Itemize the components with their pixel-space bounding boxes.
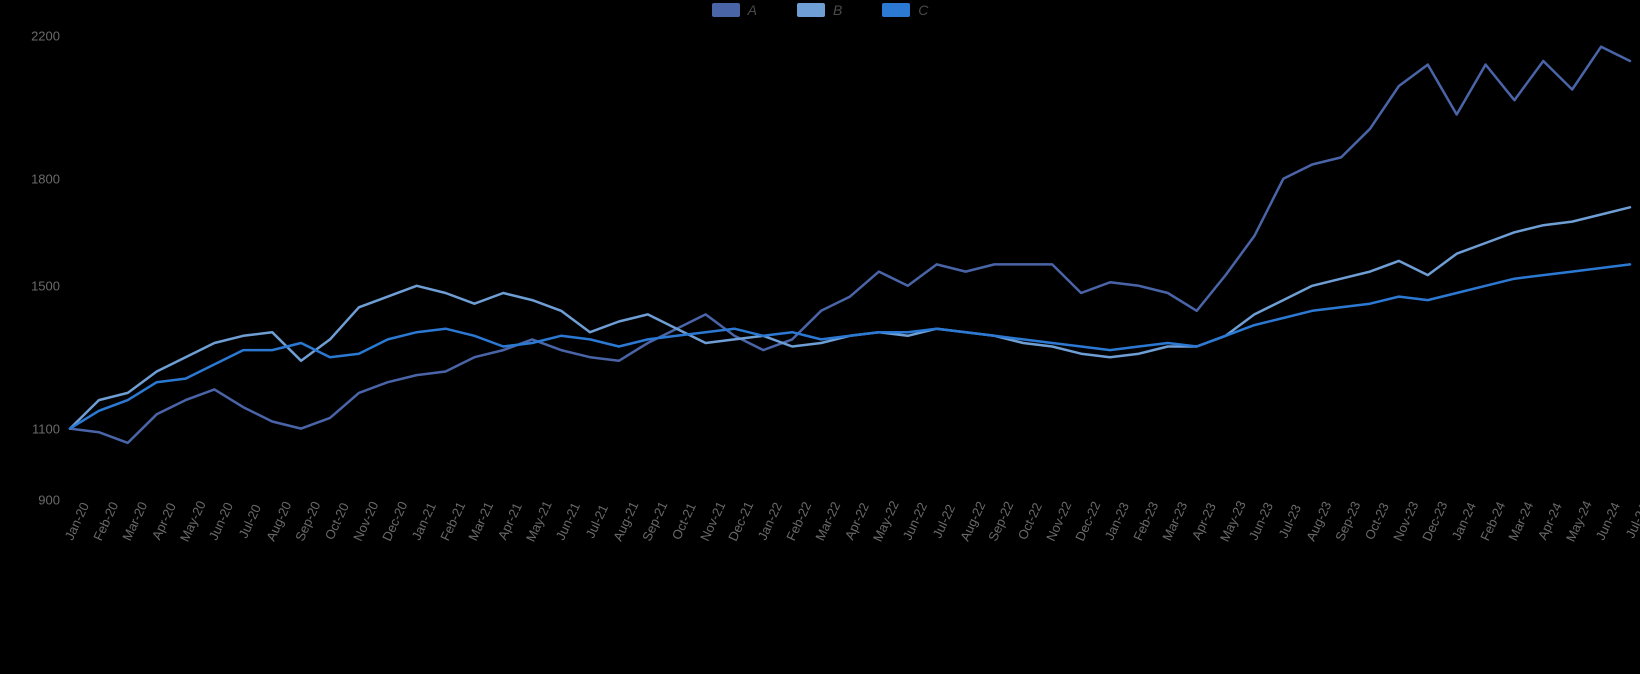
y-axis-tick: 900 [0, 493, 60, 508]
series-line-B [70, 207, 1630, 428]
y-axis-tick: 1100 [0, 421, 60, 436]
y-axis-tick: 1500 [0, 278, 60, 293]
series-line-A [70, 47, 1630, 443]
y-axis-tick: 1800 [0, 171, 60, 186]
plot-area [0, 0, 1640, 674]
series-line-C [70, 264, 1630, 428]
line-chart: ABC 9001100150018002200 Jan-20Feb-20Mar-… [0, 0, 1640, 674]
y-axis-tick: 2200 [0, 29, 60, 44]
